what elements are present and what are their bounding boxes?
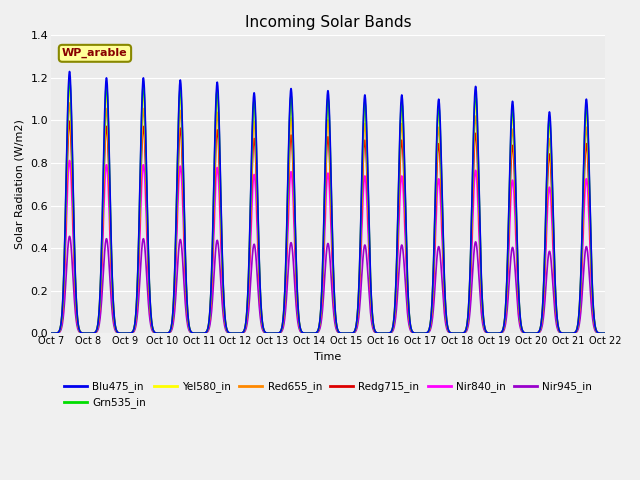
- X-axis label: Time: Time: [314, 351, 342, 361]
- Y-axis label: Solar Radiation (W/m2): Solar Radiation (W/m2): [15, 120, 25, 249]
- Title: Incoming Solar Bands: Incoming Solar Bands: [244, 15, 412, 30]
- Text: WP_arable: WP_arable: [62, 48, 128, 59]
- Legend: Blu475_in, Grn535_in, Yel580_in, Red655_in, Redg715_in, Nir840_in, Nir945_in: Blu475_in, Grn535_in, Yel580_in, Red655_…: [60, 377, 596, 412]
